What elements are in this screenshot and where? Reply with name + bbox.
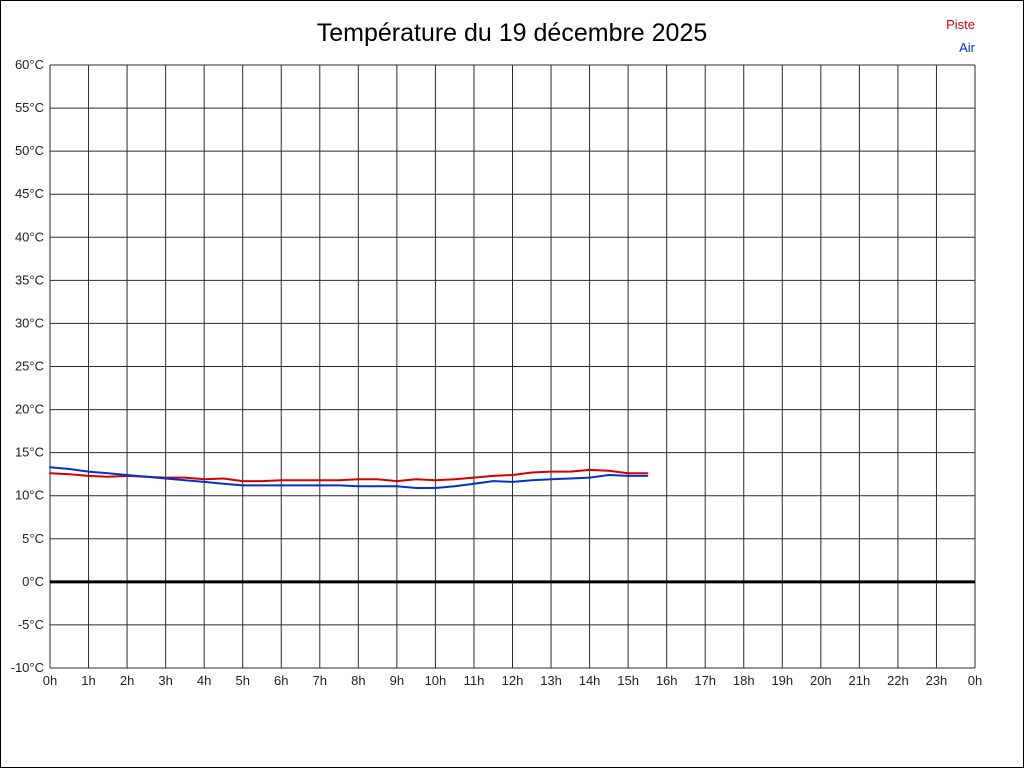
x-tick-label: 17h [694, 673, 716, 688]
x-tick-label: 15h [617, 673, 639, 688]
x-tick-label: 14h [579, 673, 601, 688]
x-tick-label: 8h [351, 673, 365, 688]
x-tick-label: 20h [810, 673, 832, 688]
x-tick-label: 7h [313, 673, 327, 688]
y-tick-label: 35°C [15, 272, 44, 287]
y-tick-label: 50°C [15, 143, 44, 158]
y-tick-label: 45°C [15, 186, 44, 201]
x-tick-label: 23h [926, 673, 948, 688]
y-tick-label: 5°C [22, 531, 44, 546]
y-tick-label: 60°C [15, 57, 44, 72]
legend-air-label: Air [959, 40, 975, 55]
legend-piste-label: Piste [946, 17, 975, 32]
y-tick-label: 0°C [22, 574, 44, 589]
y-tick-label: 55°C [15, 100, 44, 115]
x-tick-label: 1h [81, 673, 95, 688]
x-tick-label: 12h [502, 673, 524, 688]
x-tick-label: 13h [540, 673, 562, 688]
x-tick-label: 6h [274, 673, 288, 688]
y-tick-label: 30°C [15, 315, 44, 330]
x-tick-label: 4h [197, 673, 211, 688]
x-tick-label: 2h [120, 673, 134, 688]
series-air-line [49, 466, 649, 489]
x-tick-label: 0h [968, 673, 982, 688]
y-tick-label: 40°C [15, 229, 44, 244]
x-tick-label: 10h [425, 673, 447, 688]
x-tick-label: 19h [771, 673, 793, 688]
x-tick-label: 5h [235, 673, 249, 688]
x-tick-label: 22h [887, 673, 909, 688]
y-tick-label: 15°C [15, 445, 44, 460]
y-tick-label: 25°C [15, 359, 44, 374]
y-tick-label: -10°C [11, 660, 44, 675]
chart-title: Température du 19 décembre 2025 [316, 19, 708, 47]
x-tick-label: 18h [733, 673, 755, 688]
legend: Piste Air [946, 13, 975, 59]
y-tick-label: 10°C [15, 488, 44, 503]
x-tick-label: 9h [390, 673, 404, 688]
x-tick-label: 21h [849, 673, 871, 688]
y-tick-label: 20°C [15, 402, 44, 417]
x-tick-label: 11h [464, 673, 485, 688]
x-tick-label: 3h [158, 673, 172, 688]
x-tick-label: 0h [43, 673, 57, 688]
x-tick-label: 16h [656, 673, 678, 688]
y-tick-label: -5°C [18, 617, 44, 632]
